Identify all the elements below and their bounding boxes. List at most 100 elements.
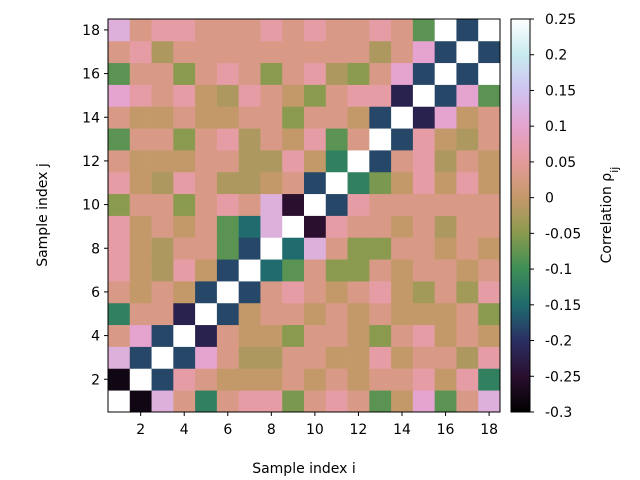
heatmap-cell-i15-j14: [412, 106, 436, 129]
heatmap-cell-i18-j14: [478, 106, 501, 129]
heatmap-cell-i8-j11: [260, 171, 283, 195]
x-axis-ticks: 2 4 6 8 10 12 14 16 18: [136, 412, 498, 438]
heatmap-cell-i12-j10: [347, 193, 370, 216]
heatmap-cell-i14-j9: [391, 215, 414, 238]
heatmap-cell-i17-j10: [456, 193, 479, 216]
heatmap-cell-i11-j10: [325, 193, 348, 216]
heatmap-cell-i4-j2: [173, 368, 196, 391]
heatmap-cell-i14-j10: [391, 193, 414, 216]
heatmap-cell-i1-j17: [108, 40, 131, 64]
heatmap-cell-i16-j1: [434, 390, 457, 413]
heatmap-cell-i6-j17: [216, 40, 240, 64]
heatmap-cell-i3-j17: [151, 40, 174, 64]
heatmap-cell-i15-j10: [412, 193, 436, 216]
y-tick-label: 8: [91, 241, 100, 257]
heatmap-cell-i15-j15: [412, 84, 436, 107]
x-axis-title: Sample index i: [252, 461, 356, 477]
heatmap-cell-i1-j6: [108, 281, 131, 304]
heatmap-cell-i5-j12: [195, 150, 218, 173]
heatmap-cell-i16-j2: [434, 368, 457, 391]
heatmap-cell-i1-j18: [108, 19, 131, 42]
heatmap-cell-i15-j11: [412, 171, 436, 195]
heatmap-cell-i3-j4: [151, 324, 174, 347]
heatmap-cell-i10-j5: [304, 302, 327, 326]
heatmap-cell-i5-j16: [195, 62, 218, 85]
heatmap-cell-i13-j18: [369, 19, 392, 42]
heatmap-cell-i12-j14: [347, 106, 370, 129]
y-tick-label: 6: [91, 285, 100, 301]
heatmap-cell-i8-j12: [260, 150, 283, 173]
heatmap-cell-i13-j13: [369, 128, 392, 151]
heatmap-cell-i4-j7: [173, 259, 196, 282]
heatmap-cell-i6-j5: [216, 302, 240, 326]
heatmap-cell-i6-j7: [216, 259, 240, 282]
heatmap-cell-i9-j8: [282, 237, 305, 260]
heatmap-cell-i11-j9: [325, 215, 348, 238]
heatmap-cell-i2-j10: [129, 193, 152, 216]
heatmap-cell-i9-j15: [282, 84, 305, 107]
heatmap-cell-i5-j15: [195, 84, 218, 107]
y-tick-label: 12: [82, 154, 100, 170]
heatmap-cell-i13-j3: [369, 346, 392, 369]
heatmap-cell-i3-j2: [151, 368, 174, 391]
heatmap-cell-i7-j13: [238, 128, 261, 151]
heatmap-cell-i15-j17: [412, 40, 436, 64]
heatmap-cell-i13-j11: [369, 171, 392, 195]
colorbar-tick-label: -0.3: [545, 405, 572, 421]
heatmap-cell-i17-j12: [456, 150, 479, 173]
heatmap-cell-i12-j3: [347, 346, 370, 369]
heatmap-cell-i2-j14: [129, 106, 152, 129]
y-tick-label: 14: [82, 110, 100, 126]
heatmap-cell-i6-j18: [216, 19, 240, 42]
heatmap-cell-i11-j18: [325, 19, 348, 42]
x-tick-label: 2: [136, 422, 145, 438]
heatmap-cell-i8-j6: [260, 281, 283, 304]
heatmap-cell-i15-j2: [412, 368, 436, 391]
heatmap-cell-i18-j4: [478, 324, 501, 347]
heatmap-cell-i13-j6: [369, 281, 392, 304]
heatmap-cell-i5-j17: [195, 40, 218, 64]
heatmap-cell-i17-j3: [456, 346, 479, 369]
heatmap-cell-i5-j11: [195, 171, 218, 195]
x-tick-label: 4: [180, 422, 189, 438]
heatmap-cell-i18-j17: [478, 40, 501, 64]
heatmap-cell-i4-j13: [173, 128, 196, 151]
heatmap-cell-i9-j5: [282, 302, 305, 326]
heatmap-cell-i2-j16: [129, 62, 152, 85]
heatmap-cell-i7-j4: [238, 324, 261, 347]
heatmap-cell-i8-j5: [260, 302, 283, 326]
heatmap-cell-i5-j4: [195, 324, 218, 347]
heatmap-cell-i6-j15: [216, 84, 240, 107]
heatmap-cell-i4-j14: [173, 106, 196, 129]
heatmap-cell-i4-j18: [173, 19, 196, 42]
heatmap-cell-i12-j2: [347, 368, 370, 391]
heatmap-cell-i8-j2: [260, 368, 283, 391]
heatmap-cell-i12-j12: [347, 150, 370, 173]
heatmap-cell-i4-j11: [173, 171, 196, 195]
heatmap-cell-i11-j11: [325, 171, 348, 195]
heatmap-cell-i17-j11: [456, 171, 479, 195]
heatmap-cell-i17-j5: [456, 302, 479, 326]
heatmap-cell-i10-j7: [304, 259, 327, 282]
heatmap-cell-i18-j13: [478, 128, 501, 151]
heatmap-cell-i16-j11: [434, 171, 457, 195]
heatmap-cell-i18-j2: [478, 368, 501, 391]
heatmap-cell-i18-j1: [478, 390, 501, 413]
heatmap-cell-i3-j13: [151, 128, 174, 151]
heatmap-cell-i3-j18: [151, 19, 174, 42]
heatmap-cell-i10-j13: [304, 128, 327, 151]
heatmap-cell-i11-j12: [325, 150, 348, 173]
heatmap-cell-i13-j9: [369, 215, 392, 238]
heatmap-cell-i7-j14: [238, 106, 261, 129]
heatmap-cell-i14-j13: [391, 128, 414, 151]
heatmap-cell-i1-j2: [108, 368, 131, 391]
heatmap-cell-i5-j9: [195, 215, 218, 238]
heatmap-cell-i13-j4: [369, 324, 392, 347]
heatmap-cell-i1-j7: [108, 259, 131, 282]
heatmap-cell-i6-j12: [216, 150, 240, 173]
heatmap-cell-i2-j1: [129, 390, 152, 413]
heatmap-cell-i6-j3: [216, 346, 240, 369]
heatmap-cell-i18-j16: [478, 62, 501, 85]
y-axis-ticks: 2 4 6 8 10 12 14 16 18: [82, 23, 108, 388]
y-tick-label: 16: [82, 67, 100, 83]
